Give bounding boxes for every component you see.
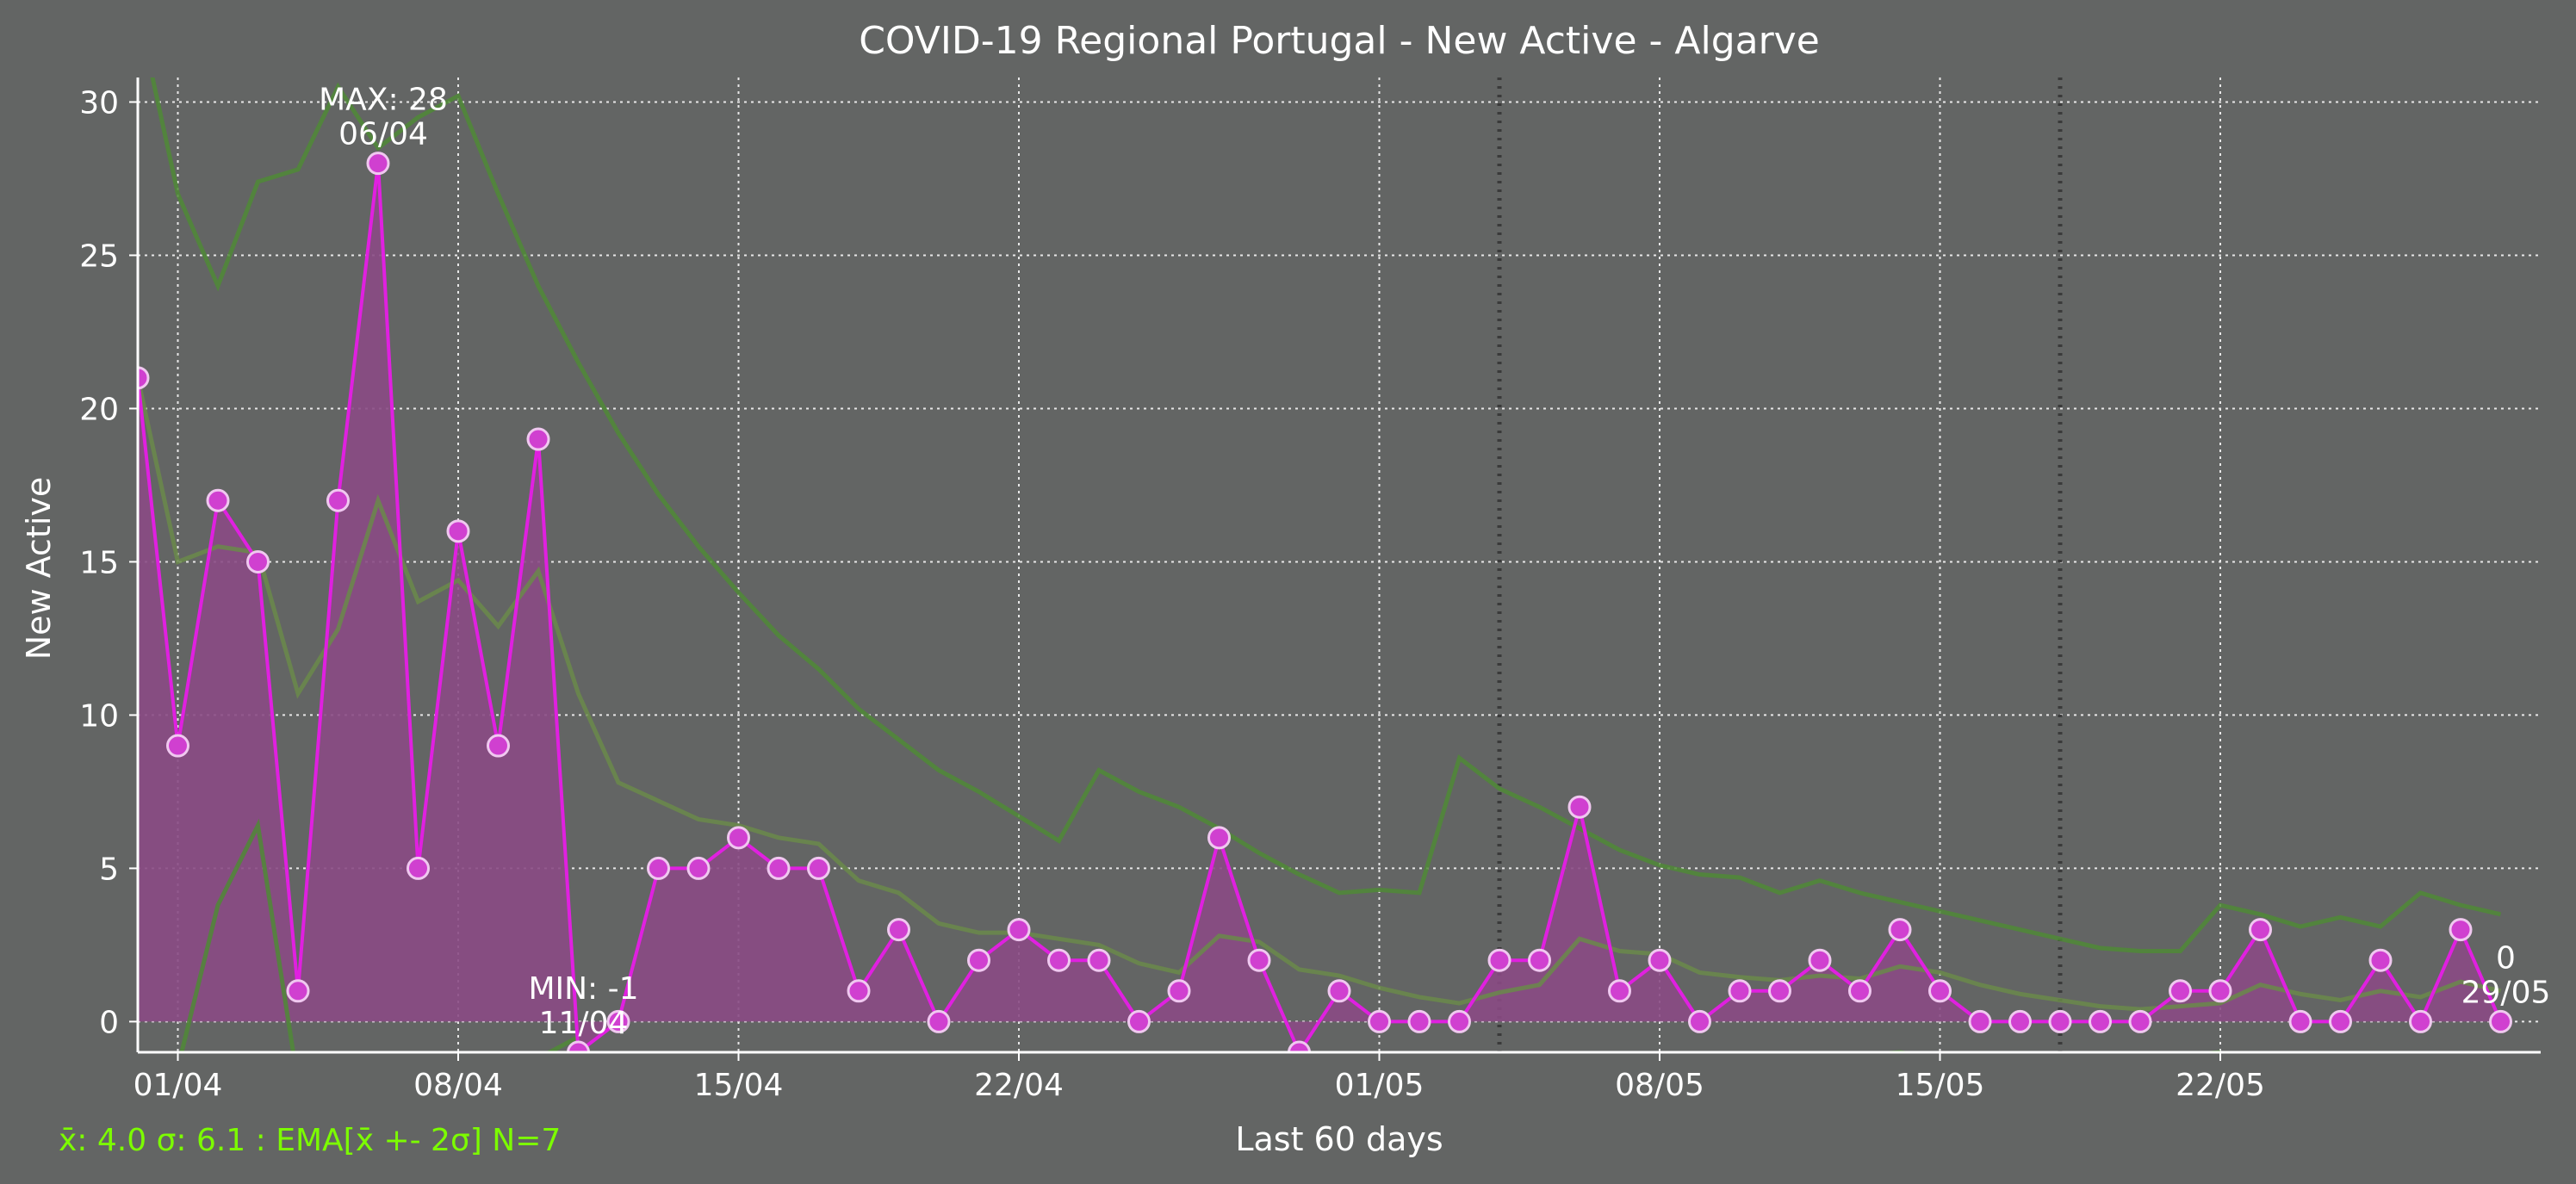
data-point (2089, 1009, 2112, 1033)
annotation-value: MIN: -1 (528, 971, 638, 1007)
x-tick-label: 08/04 (413, 1068, 503, 1103)
y-tick-label: 20 (79, 392, 119, 427)
data-point (2409, 1009, 2432, 1033)
data-point (1087, 948, 1111, 972)
x-tick-label: 22/04 (974, 1068, 1064, 1103)
data-point (1047, 948, 1071, 972)
data-point (1968, 1009, 1992, 1033)
data-point (967, 948, 990, 972)
data-point (567, 1040, 590, 1052)
data-point (2008, 1009, 2032, 1033)
data-point (2048, 1009, 2072, 1033)
annotation-value: 0 (2496, 940, 2516, 976)
data-point (366, 152, 390, 176)
data-point (1007, 918, 1031, 942)
x-tick-label: 15/05 (1896, 1068, 1985, 1103)
data-point (1207, 826, 1231, 850)
data-point (606, 1009, 630, 1033)
data-point (446, 519, 470, 543)
data-point (1487, 948, 1511, 972)
x-tick-label: 22/05 (2176, 1068, 2265, 1103)
data-point (1327, 979, 1351, 1003)
data-point (686, 856, 711, 880)
data-point (927, 1009, 951, 1033)
data-point (286, 979, 310, 1003)
y-tick-label: 15 (79, 545, 119, 580)
data-point (246, 549, 270, 573)
data-point (727, 826, 750, 850)
annotation-value: MAX: 28 (319, 83, 448, 118)
y-tick-label: 10 (79, 698, 119, 734)
data-point (407, 856, 430, 880)
y-tick-label: 25 (79, 239, 119, 274)
data-point (1808, 948, 1832, 972)
data-point (1608, 979, 1631, 1003)
data-point (1288, 1040, 1311, 1052)
annotation-date: 06/04 (338, 117, 428, 152)
data-point (1888, 918, 1912, 942)
ema-line (138, 377, 2502, 1012)
series-area (138, 163, 2501, 1052)
data-point (138, 366, 150, 390)
data-point (326, 488, 350, 512)
data-point (1167, 979, 1191, 1003)
x-tick-label: 08/05 (1615, 1068, 1704, 1103)
chart-title: COVID-19 Regional Portugal - New Active … (859, 19, 1820, 63)
data-point (1368, 1009, 1391, 1033)
data-point (647, 856, 670, 880)
band-line (179, 818, 2220, 1052)
data-point (487, 734, 510, 758)
data-point (1768, 979, 1791, 1003)
annotation-date: 11/04 (539, 1006, 629, 1041)
y-tick-label: 0 (99, 1005, 119, 1040)
y-tick-label: 5 (99, 852, 119, 887)
data-point (2249, 918, 2272, 942)
data-point (1407, 1009, 1431, 1033)
data-point (166, 734, 189, 758)
x-axis-label: Last 60 days (1235, 1120, 1443, 1158)
data-point (1528, 948, 1551, 972)
data-point (807, 856, 830, 880)
data-point (2449, 918, 2473, 942)
y-tick-label: 30 (79, 85, 119, 121)
x-tick-label: 15/04 (694, 1068, 784, 1103)
stats-text: x̄: 4.0 σ: 6.1 : EMA[x̄ +- 2σ] N=7 (59, 1123, 561, 1158)
data-point (1848, 979, 1871, 1003)
band-line (150, 77, 2502, 954)
plot-area: 0 5 10 15 20 25 30 01/04 08/04 15/04 22/04 01/05 08/… (79, 77, 2551, 1103)
data-point (1448, 1009, 1471, 1033)
data-point (206, 488, 230, 512)
data-point (767, 856, 791, 880)
data-point (1127, 1009, 1151, 1033)
data-point (2208, 979, 2232, 1003)
data-point (2169, 979, 2192, 1003)
data-point (2329, 1009, 2352, 1033)
data-point (1688, 1009, 1711, 1033)
data-point (1247, 948, 1271, 972)
data-point (2288, 1009, 2312, 1033)
data-point (1567, 795, 1592, 819)
x-tick-label: 01/04 (133, 1068, 223, 1103)
data-point (2128, 1009, 2152, 1033)
data-point (847, 979, 871, 1003)
data-point (2489, 1009, 2512, 1033)
data-point (887, 918, 910, 942)
y-axis-label: New Active (20, 477, 58, 660)
data-point (2368, 948, 2393, 972)
data-point (1728, 979, 1752, 1003)
x-tick-label: 01/05 (1335, 1068, 1425, 1103)
annotation-date: 29/05 (2461, 975, 2551, 1010)
data-point (1648, 948, 1672, 972)
data-point (1928, 979, 1952, 1003)
data-point (526, 427, 550, 451)
